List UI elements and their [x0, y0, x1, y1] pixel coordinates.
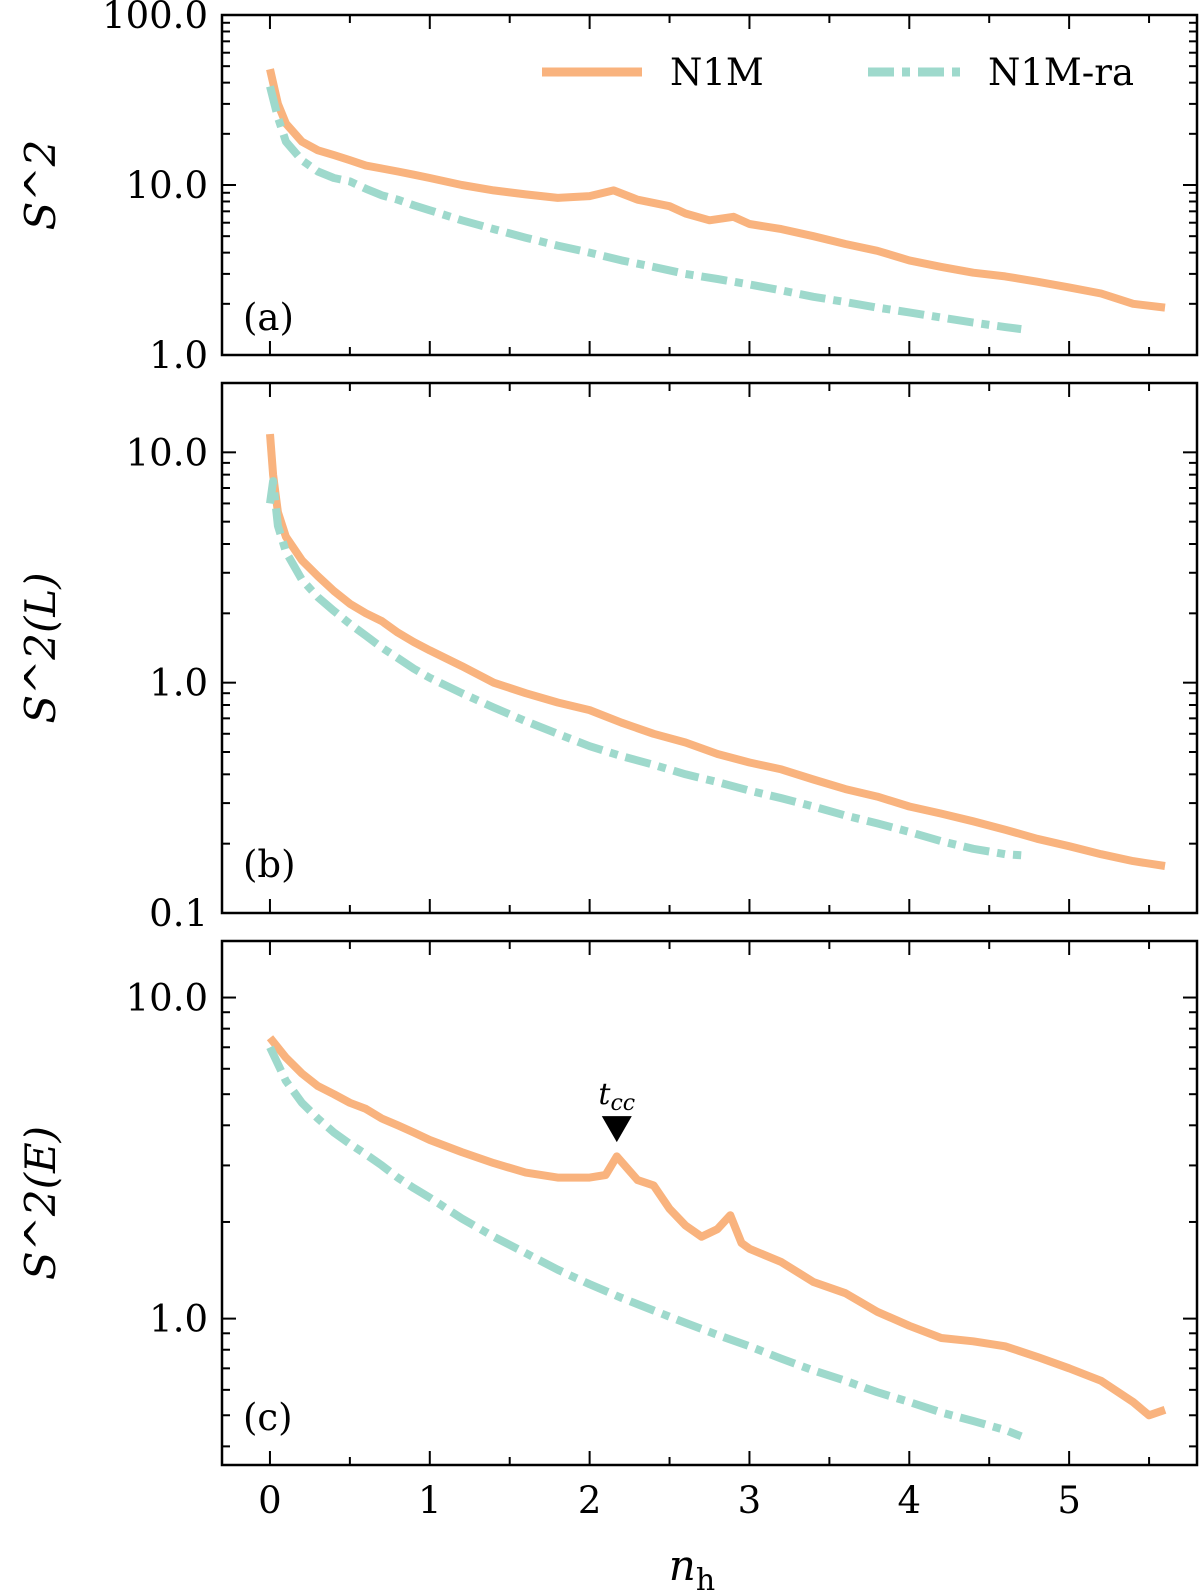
x-tick-label: 2 [578, 1479, 602, 1522]
panel-c-series-n1m [266, 1035, 1167, 1420]
panel-b-series [266, 433, 1166, 870]
panel-a-ytick-label: 1.0 [149, 334, 208, 377]
panel-b-ytick-label: 10.0 [126, 431, 208, 474]
panel-c-ylabel: S^2(E) [16, 1126, 65, 1280]
panel-b-frame [220, 381, 1199, 915]
panel-a-label: (a) [243, 296, 294, 339]
panel-b-label: (b) [243, 843, 296, 886]
panel-c-frame [220, 939, 1199, 1467]
x-tick-label: 3 [738, 1479, 762, 1522]
panel-c-series [266, 1035, 1167, 1441]
x-tick-labels: 0 1 2 3 4 5 [258, 1479, 1081, 1522]
panel-a-series [266, 68, 1166, 334]
tcc-annotation: tcc [598, 1077, 635, 1116]
panel-a-ticks: 1.0 10.0 100.0 [102, 0, 1197, 377]
panel-a-ylabel-text: S^2 [16, 140, 65, 231]
panel-c-ytick-label: 1.0 [149, 1298, 208, 1341]
panel-a-series-n1m-ra [266, 85, 1022, 334]
x-tick-label: 5 [1057, 1479, 1081, 1522]
panel-b: 0.1 1.0 10.0 (b) S^2(L) [16, 381, 1199, 935]
panel-a: 1.0 10.0 100.0 (a) S^2 [16, 0, 1199, 377]
x-axis-label-main: n [669, 1541, 696, 1590]
panel-b-series-n1m-ra [266, 477, 1022, 860]
panel-b-ylabel: S^2(L) [16, 572, 65, 723]
panel-c-label: (c) [243, 1396, 293, 1439]
x-tick-label: 4 [898, 1479, 922, 1522]
panel-b-ylabel-text: S^2(L) [16, 572, 65, 723]
x-axis-label: nh [669, 1541, 715, 1594]
panel-b-series-n1m [266, 433, 1166, 870]
tcc-annotation-main: t [598, 1077, 611, 1112]
legend: N1M N1M-ra [542, 51, 1134, 94]
panel-b-ytick-label: 1.0 [149, 662, 208, 705]
panel-b-ytick-label: 0.1 [149, 892, 208, 935]
legend-n1m-ra-label: N1M-ra [988, 51, 1134, 94]
panel-c-series-n1m-ra [266, 1045, 1023, 1441]
panel-a-ytick-label: 10.0 [126, 164, 208, 207]
panel-a-series-n1m [266, 68, 1166, 312]
legend-n1m-label: N1M [670, 51, 764, 94]
x-tick-label: 1 [418, 1479, 442, 1522]
panel-c-ytick-label: 10.0 [126, 977, 208, 1020]
tcc-marker-triangle [601, 1116, 632, 1143]
x-axis-label-sub: h [696, 1563, 715, 1594]
x-tick-label: 0 [258, 1479, 282, 1522]
panel-c-ticks: 1.0 10.0 [126, 941, 1197, 1465]
tcc-annotation-sub: cc [610, 1091, 635, 1116]
panel-c: 1.0 10.0 (c) S^2(E) tcc [16, 939, 1199, 1467]
panel-a-ylabel: S^2 [16, 140, 65, 231]
panel-a-frame [220, 13, 1199, 357]
panel-a-ytick-label: 100.0 [102, 0, 208, 37]
panel-c-ylabel-text: S^2(E) [16, 1126, 65, 1280]
